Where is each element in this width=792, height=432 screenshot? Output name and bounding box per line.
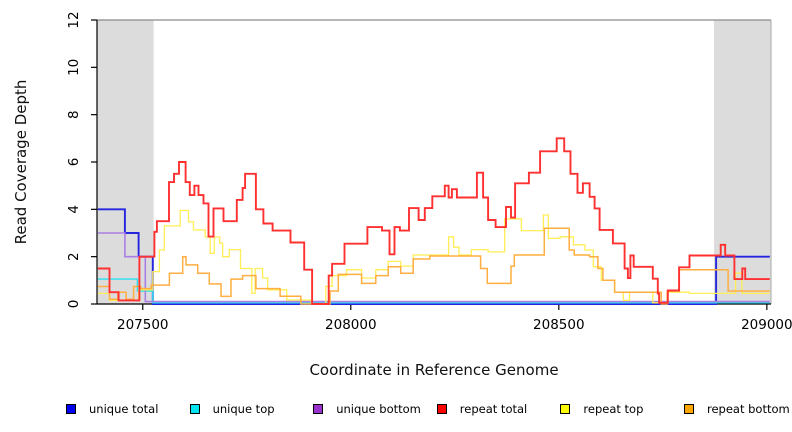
- series-line-unique-bottom: [97, 232, 770, 303]
- y-tick-label: 8: [66, 110, 82, 119]
- legend-label: repeat top: [583, 402, 644, 416]
- legend-item-unique-bottom: unique bottom: [313, 402, 421, 416]
- legend-item-repeat-total: repeat total: [436, 402, 528, 416]
- y-tick-label: 0: [66, 300, 82, 309]
- legend-label: unique bottom: [336, 402, 421, 416]
- x-tick-label: 208000: [325, 317, 377, 333]
- legend-swatch-unique-bottom: [313, 404, 324, 414]
- legend-swatch-repeat-bottom: [684, 404, 694, 414]
- series-line-repeat-total: [97, 137, 770, 305]
- x-tick-label: 209000: [741, 317, 792, 333]
- legend-swatch-unique-total: [66, 404, 76, 414]
- legend-swatch-repeat-top: [560, 404, 571, 414]
- series-line-repeat-bottom: [97, 227, 770, 305]
- y-tick-label: 12: [66, 11, 82, 28]
- legend: unique total unique top unique bottom repea…: [0, 402, 792, 418]
- legend-label: unique top: [212, 402, 275, 416]
- y-tick-label: 10: [66, 59, 82, 76]
- legend-swatch-unique-top: [189, 404, 200, 414]
- legend-label: unique total: [89, 402, 159, 416]
- plot-canvas: 207500 208000 208500 209000 0 2 4 6 8 10 12: [66, 11, 792, 333]
- legend-item-repeat-bottom: repeat bottom: [684, 402, 790, 416]
- legend-item-unique-top: unique top: [189, 402, 275, 416]
- y-tick-label: 2: [66, 252, 82, 261]
- shaded-region: [714, 20, 771, 304]
- x-axis-title: Coordinate in Reference Genome: [309, 361, 559, 379]
- x-tick-label: 208500: [533, 317, 585, 333]
- y-tick-label: 6: [66, 158, 82, 167]
- x-tick-label: 207500: [117, 317, 169, 333]
- legend-item-repeat-top: repeat top: [560, 402, 643, 416]
- legend-item-unique-total: unique total: [66, 402, 158, 416]
- series-line-repeat-top: [97, 209, 770, 305]
- y-tick-label: 4: [66, 205, 82, 214]
- legend-swatch-repeat-total: [436, 404, 447, 414]
- legend-label: repeat bottom: [707, 402, 790, 416]
- y-axis-title: Read Coverage Depth: [12, 79, 30, 245]
- legend-label: repeat total: [459, 402, 528, 416]
